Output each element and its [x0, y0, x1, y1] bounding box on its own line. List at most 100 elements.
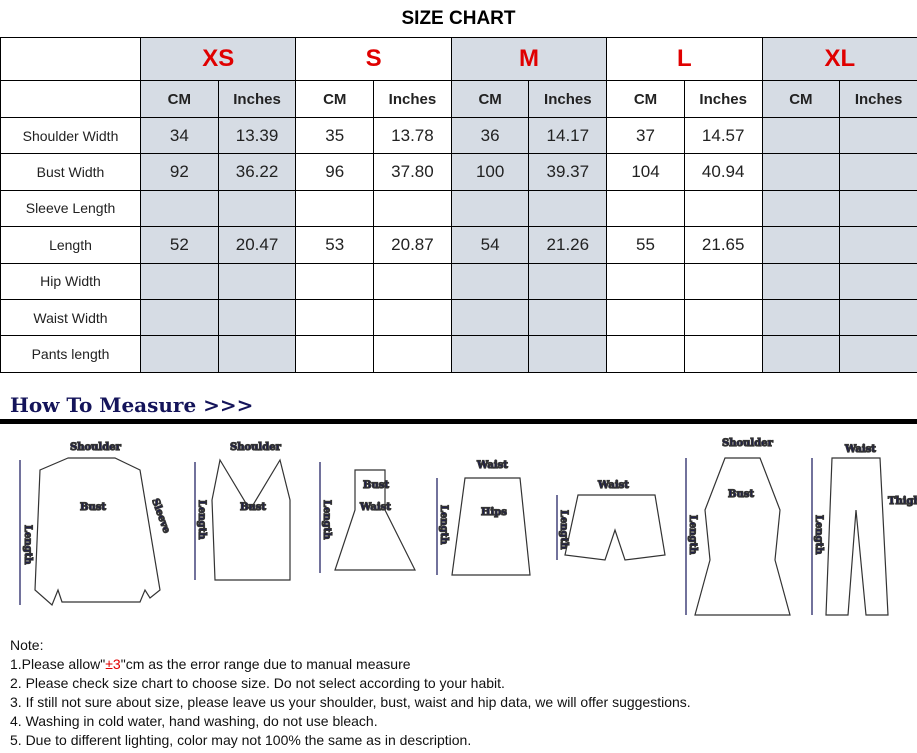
unit-cm: CM [140, 80, 219, 118]
unit-inches: Inches [839, 80, 917, 118]
unit-inches: Inches [528, 80, 608, 118]
note-1: 1.Please allow"±3"cm as the error range … [10, 656, 411, 672]
table-cell [217, 189, 297, 228]
table-cell [761, 298, 841, 337]
table-cell: 53 [295, 226, 375, 264]
table-cell [683, 335, 763, 373]
label-hips: Hips [481, 507, 507, 518]
table-cell [295, 262, 375, 300]
unit-cm: CM [450, 80, 530, 118]
table-cell: 40.94 [683, 153, 763, 191]
table-cell [683, 189, 763, 228]
table-cell [373, 189, 452, 228]
table-cell [761, 262, 841, 300]
label-waist: Waist [844, 444, 876, 455]
table-cell [373, 262, 452, 300]
table-cell [761, 153, 841, 191]
table-cell [606, 298, 685, 337]
table-cell: 35 [295, 116, 375, 155]
notes-heading: Note: [10, 637, 44, 653]
table-row: Length 52 20.47 53 20.87 54 21.26 55 21.65 [0, 226, 917, 264]
table-cell [761, 189, 841, 228]
table-cell [839, 262, 917, 300]
table-cell: 54 [450, 226, 530, 264]
table-cell [839, 335, 917, 373]
skirt-illustration: Waist Hips Length [436, 459, 531, 576]
table-cell [140, 298, 219, 337]
measurement-illustrations: Shoulder Bust Length Sleeve Shoulder Bus… [19, 437, 917, 616]
table-cell [450, 298, 530, 337]
table-cell [450, 189, 530, 228]
corner-cell [0, 37, 141, 81]
note-2: 2. Please check size chart to choose siz… [10, 675, 505, 691]
table-row: Waist Width [0, 298, 917, 337]
label-length: Length [687, 515, 698, 555]
page-title: SIZE CHART [401, 8, 516, 29]
table-cell [450, 335, 530, 373]
label-bust: Bust [240, 502, 266, 513]
table-cell: 20.47 [217, 226, 297, 264]
table-row: Bust Width 92 36.22 96 37.80 100 39.37 104 40.94 [0, 153, 917, 191]
unit-cm: CM [761, 80, 841, 118]
table-cell: 13.39 [217, 116, 297, 155]
table-cell [528, 262, 608, 300]
table-cell [839, 116, 917, 155]
table-cell [217, 298, 297, 337]
size-header-row: XS S M L XL [0, 37, 917, 81]
unit-inches: Inches [683, 80, 763, 118]
row-label: Shoulder Width [0, 116, 141, 155]
table-cell: 52 [140, 226, 219, 264]
pants-illustration: Waist Thigh Length [811, 443, 917, 616]
table-cell: 39.37 [528, 153, 608, 191]
label-length: Length [321, 500, 332, 540]
table-cell: 14.17 [528, 116, 608, 155]
table-cell: 37.80 [373, 153, 452, 191]
table-cell: 104 [606, 153, 685, 191]
label-length: Length [22, 525, 33, 565]
unit-inches: Inches [217, 80, 297, 118]
table-cell [217, 335, 297, 373]
divider [0, 419, 917, 424]
size-xs: XS [139, 37, 297, 81]
note-3: 3. If still not sure about size, please … [10, 694, 691, 710]
row-label: Sleeve Length [0, 189, 141, 228]
row-label: Waist Width [0, 298, 141, 337]
table-cell: 100 [450, 153, 530, 191]
table-cell: 21.65 [683, 226, 763, 264]
label-length: Length [558, 510, 569, 550]
unit-header-row: CM Inches CM Inches CM Inches CM Inches CM Inches [0, 80, 917, 118]
table-row: Hip Width [0, 262, 917, 300]
table-cell: 34 [140, 116, 219, 155]
label-sleeve: Sleeve [149, 497, 172, 535]
unit-cm: CM [606, 80, 685, 118]
table-cell [839, 189, 917, 228]
table-cell [606, 262, 685, 300]
table-cell [217, 262, 297, 300]
label-shoulder: Shoulder [70, 442, 122, 453]
table-cell [683, 262, 763, 300]
label-waist: Waist [359, 502, 391, 513]
unit-inches: Inches [373, 80, 452, 118]
label-thigh: Thigh [888, 496, 917, 507]
size-xl: XL [761, 37, 917, 81]
table-cell [606, 335, 685, 373]
label-bust: Bust [80, 502, 106, 513]
size-chart-table: XS S M L XL CM Inches CM Inches CM Inches CM Inches… [0, 37, 917, 373]
table-cell [839, 153, 917, 191]
note-5: 5. Due to different lighting, color may … [10, 732, 472, 748]
label-length: Length [813, 515, 824, 555]
how-to-measure-heading: How To Measure >>> [10, 393, 254, 417]
table-row: Shoulder Width 34 13.39 35 13.78 36 14.17 37 14.… [0, 116, 917, 155]
row-label: Length [0, 226, 141, 264]
table-cell [295, 298, 375, 337]
size-l: L [606, 37, 763, 81]
label-bust: Bust [728, 489, 754, 500]
table-cell: 55 [606, 226, 685, 264]
table-cell [683, 298, 763, 337]
blouse-illustration: Shoulder Bust Length Sleeve [19, 441, 172, 607]
table-cell: 20.87 [373, 226, 452, 264]
row-label: Hip Width [0, 262, 141, 300]
table-row: Pants length [0, 335, 917, 373]
label-waist: Waist [597, 480, 629, 491]
table-cell [606, 189, 685, 228]
